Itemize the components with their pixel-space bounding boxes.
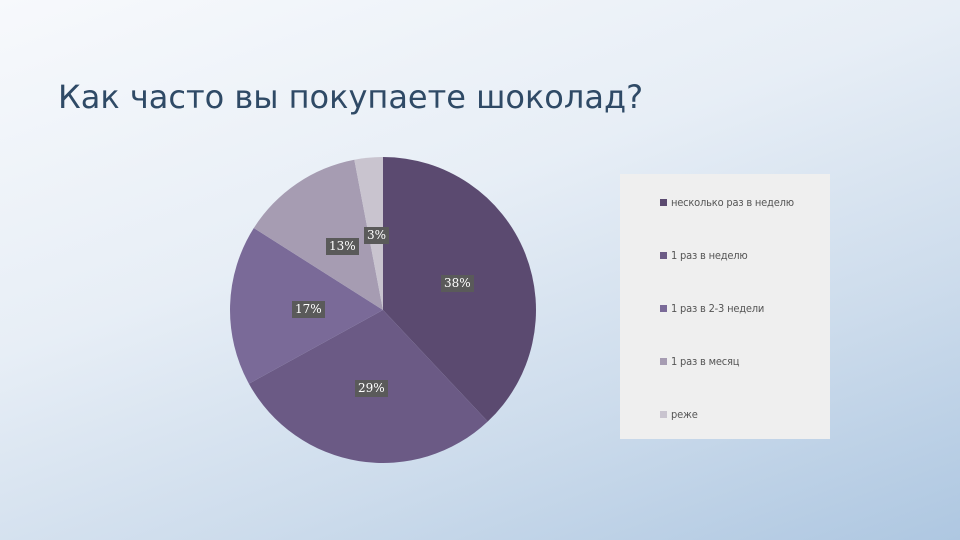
legend-item: 1 раз в месяц: [660, 355, 830, 408]
data-label: 17%: [292, 301, 325, 318]
data-label: 38%: [441, 275, 474, 292]
legend-item: несколько раз в неделю: [660, 196, 830, 249]
legend-label: 1 раз в месяц: [671, 355, 740, 368]
legend-swatch: [660, 252, 667, 259]
data-label: 3%: [364, 227, 390, 244]
legend-item: 1 раз в 2-3 недели: [660, 302, 830, 355]
legend-swatch: [660, 199, 667, 206]
legend-swatch: [660, 411, 667, 418]
legend-label: 1 раз в 2-3 недели: [671, 302, 765, 315]
legend-item: реже: [660, 408, 830, 461]
legend-label: 1 раз в неделю: [671, 249, 748, 262]
data-label: 29%: [355, 380, 388, 397]
legend-label: реже: [671, 408, 698, 421]
legend-label: несколько раз в неделю: [671, 196, 794, 209]
legend-swatch: [660, 305, 667, 312]
data-label: 13%: [326, 238, 359, 255]
legend-item: 1 раз в неделю: [660, 249, 830, 302]
legend-swatch: [660, 358, 667, 365]
chart-legend: несколько раз в неделю 1 раз в неделю 1 ра…: [620, 174, 830, 439]
chart-title: Как часто вы покупаете шоколад?: [58, 78, 644, 116]
pie-slice: [253, 159, 383, 310]
